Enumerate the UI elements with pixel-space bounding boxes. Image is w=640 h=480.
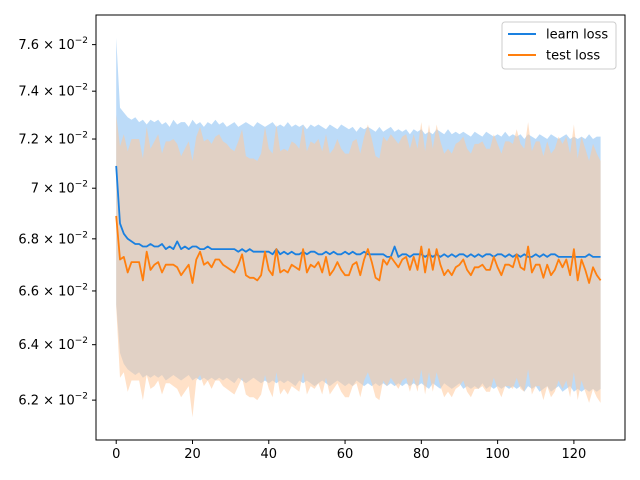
x-axis: 0 20 40 60 80 100 120 [112, 440, 586, 462]
line-learn-loss [115, 165, 601, 258]
y-tick-label: 6.2 × 10−2 [18, 392, 88, 409]
legend: learn loss test loss [501, 21, 617, 70]
x-tick-label: 80 [413, 447, 430, 462]
x-tick-label: 120 [561, 447, 586, 462]
legend-label-learn-loss: learn loss [546, 28, 608, 43]
y-axis: 6.2 × 10−2 6.4 × 10−2 6.6 × 10−2 6.8 × 10−2… [18, 36, 96, 409]
y-tick-label: 7.6 × 10−2 [18, 36, 88, 53]
line-test-loss [115, 215, 602, 284]
y-tick-label: 6.6 × 10−2 [18, 282, 88, 299]
series-lines [115, 165, 602, 284]
y-tick-label: 7.2 × 10−2 [18, 131, 88, 148]
x-tick-label: 60 [337, 447, 354, 462]
legend-label-test-loss: test loss [546, 49, 600, 64]
x-tick-label: 0 [112, 447, 120, 462]
y-tick-label: 7 × 10−2 [31, 180, 88, 197]
y-tick-label: 7.4 × 10−2 [18, 83, 88, 100]
x-tick-label: 100 [485, 447, 510, 462]
y-tick-label: 6.4 × 10−2 [18, 336, 88, 353]
plot-frame [95, 14, 626, 441]
y-tick-label: 6.8 × 10−2 [18, 230, 88, 247]
x-tick-label: 20 [184, 447, 201, 462]
x-tick-label: 40 [261, 447, 278, 462]
